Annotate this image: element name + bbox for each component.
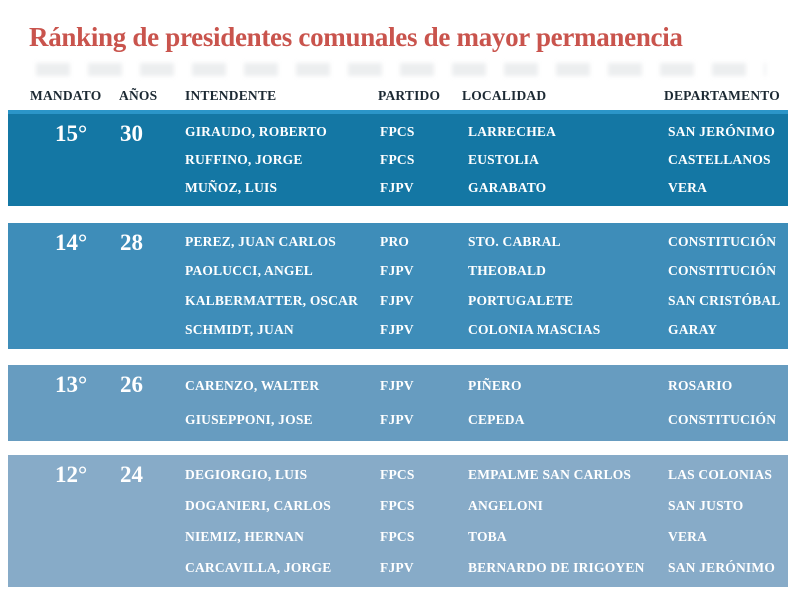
table-row: GIRAUDO, ROBERTO FPCS LARRECHEA SAN JERÓ… [185, 124, 788, 140]
table-row: PAOLUCCI, ANGEL FJPV THEOBALD CONSTITUCI… [185, 263, 788, 279]
cell-departamento: VERA [668, 180, 708, 195]
cell-partido: FJPV [380, 292, 414, 308]
cell-localidad: COLONIA MASCIAS [468, 322, 601, 338]
column-header-departamento: DEPARTAMENTO [664, 88, 780, 103]
table-row: KALBERMATTER, OSCAR FJPV PORTUGALETE SAN… [185, 293, 788, 309]
cell-intendente: GIRAUDO, ROBERTO [185, 124, 327, 139]
cell-departamento: SAN JUSTO [668, 497, 744, 513]
cell-departamento: VERA [668, 528, 708, 544]
cell-intendente: NIEMIZ, HERNAN [185, 528, 305, 544]
cell-intendente: CARCAVILLA, JORGE [185, 559, 332, 575]
cell-intendente: GIUSEPPONI, JOSE [185, 412, 313, 427]
anos-value: 28 [120, 230, 143, 255]
cell-intendente: PEREZ, JUAN CARLOS [185, 233, 336, 249]
table-row: GIUSEPPONI, JOSE FJPV CEPEDA CONSTITUCIÓ… [185, 412, 788, 428]
cell-partido: PRO [380, 233, 410, 249]
cell-intendente: SCHMIDT, JUAN [185, 322, 294, 338]
cell-departamento: CONSTITUCIÓN [668, 233, 777, 249]
ghost-watermark-band [36, 63, 766, 76]
table-row: CARCAVILLA, JORGE FJPV BERNARDO DE IRIGO… [185, 560, 788, 576]
cell-departamento: CONSTITUCIÓN [668, 412, 777, 427]
column-header-localidad: LOCALIDAD [462, 88, 547, 103]
cell-intendente: PAOLUCCI, ANGEL [185, 263, 314, 279]
cell-intendente: CARENZO, WALTER [185, 378, 320, 393]
anos-value: 30 [120, 121, 143, 146]
group-rows: PEREZ, JUAN CARLOS PRO STO. CABRAL CONST… [185, 223, 788, 349]
table-row: PEREZ, JUAN CARLOS PRO STO. CABRAL CONST… [185, 234, 788, 250]
cell-departamento: SAN CRISTÓBAL [668, 292, 781, 308]
cell-departamento: ROSARIO [668, 378, 733, 393]
cell-localidad: ANGELONI [468, 497, 544, 513]
cell-localidad: STO. CABRAL [468, 233, 561, 249]
column-header-mandato: MANDATO [30, 88, 102, 103]
cell-intendente: MUÑOZ, LUIS [185, 180, 278, 195]
cell-partido: FPCS [380, 152, 415, 167]
tenure-group-14: 14° 28 PEREZ, JUAN CARLOS PRO STO. CABRA… [8, 223, 788, 349]
cell-intendente: DOGANIERI, CARLOS [185, 497, 331, 513]
cell-departamento: LAS COLONIAS [668, 466, 773, 482]
cell-localidad: TOBA [468, 528, 507, 544]
cell-intendente: RUFFINO, JORGE [185, 152, 303, 167]
anos-value: 24 [120, 462, 143, 487]
cell-partido: FJPV [380, 559, 414, 575]
cell-intendente: KALBERMATTER, OSCAR [185, 292, 359, 308]
cell-partido: FJPV [380, 263, 414, 279]
cell-localidad: EMPALME SAN CARLOS [468, 466, 632, 482]
cell-partido: FPCS [380, 124, 415, 139]
table-row: MUÑOZ, LUIS FJPV GARABATO VERA [185, 180, 788, 196]
cell-departamento: SAN JERÓNIMO [668, 124, 776, 139]
cell-partido: FJPV [380, 378, 414, 393]
table-row: NIEMIZ, HERNAN FPCS TOBA VERA [185, 529, 788, 545]
cell-localidad: PIÑERO [468, 378, 522, 393]
group-rows: DEGIORGIO, LUIS FPCS EMPALME SAN CARLOS … [185, 455, 788, 587]
cell-partido: FPCS [380, 528, 415, 544]
cell-localidad: GARABATO [468, 180, 547, 195]
table-row: DEGIORGIO, LUIS FPCS EMPALME SAN CARLOS … [185, 467, 788, 483]
cell-departamento: CASTELLANOS [668, 152, 771, 167]
cell-partido: FPCS [380, 466, 415, 482]
table-row: SCHMIDT, JUAN FJPV COLONIA MASCIAS GARAY [185, 322, 788, 338]
cell-departamento: SAN JERÓNIMO [668, 559, 776, 575]
cell-localidad: PORTUGALETE [468, 292, 574, 308]
cell-departamento: GARAY [668, 322, 718, 338]
column-header-intendente: INTENDENTE [185, 88, 277, 103]
column-header-anos: AÑOS [119, 88, 158, 103]
mandato-value: 15° [55, 121, 88, 146]
cell-localidad: CEPEDA [468, 412, 525, 427]
mandato-value: 14° [55, 230, 88, 255]
tenure-group-13: 13° 26 CARENZO, WALTER FJPV PIÑERO ROSAR… [8, 365, 788, 441]
group-rows: GIRAUDO, ROBERTO FPCS LARRECHEA SAN JERÓ… [185, 114, 788, 206]
group-rows: CARENZO, WALTER FJPV PIÑERO ROSARIO GIUS… [185, 365, 788, 441]
mandato-value: 12° [55, 462, 88, 487]
tenure-group-15: 15° 30 GIRAUDO, ROBERTO FPCS LARRECHEA S… [8, 110, 788, 206]
mandato-value: 13° [55, 372, 88, 397]
cell-localidad: EUSTOLIA [468, 152, 540, 167]
cell-partido: FJPV [380, 412, 414, 427]
cell-localidad: THEOBALD [468, 263, 547, 279]
cell-localidad: BERNARDO DE IRIGOYEN [468, 559, 645, 575]
cell-partido: FPCS [380, 497, 415, 513]
cell-departamento: CONSTITUCIÓN [668, 263, 777, 279]
anos-value: 26 [120, 372, 143, 397]
cell-localidad: LARRECHEA [468, 124, 557, 139]
column-header-partido: PARTIDO [378, 88, 441, 103]
tenure-group-12: 12° 24 DEGIORGIO, LUIS FPCS EMPALME SAN … [8, 455, 788, 587]
table-row: CARENZO, WALTER FJPV PIÑERO ROSARIO [185, 378, 788, 394]
table-row: RUFFINO, JORGE FPCS EUSTOLIA CASTELLANOS [185, 152, 788, 168]
cell-partido: FJPV [380, 180, 414, 195]
page-title: Ránking de presidentes comunales de mayo… [29, 22, 683, 52]
table-row: DOGANIERI, CARLOS FPCS ANGELONI SAN JUST… [185, 498, 788, 514]
cell-intendente: DEGIORGIO, LUIS [185, 466, 308, 482]
cell-partido: FJPV [380, 322, 414, 338]
